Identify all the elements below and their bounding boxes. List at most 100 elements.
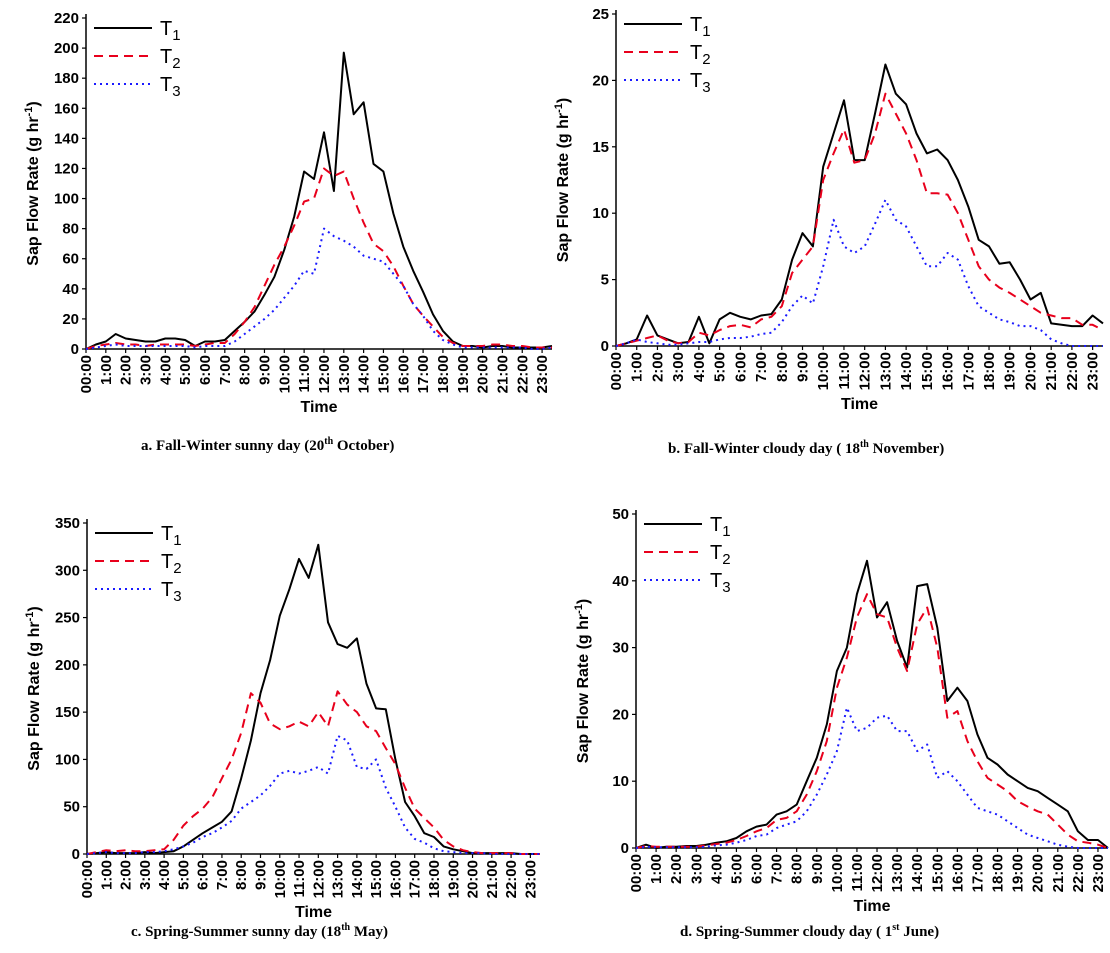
y-axis-title: Sap Flow Rate (g hr-1) bbox=[573, 599, 592, 763]
x-tick-label: 13:00 bbox=[877, 352, 894, 390]
legend-label-t1: T1 bbox=[710, 514, 731, 540]
x-tick-label: 20:00 bbox=[1030, 854, 1047, 892]
legend-label-t2: T2 bbox=[690, 42, 711, 68]
x-tick-label: 7:00 bbox=[214, 860, 231, 890]
series-line-t2 bbox=[635, 593, 1109, 849]
x-tick-label: 11:00 bbox=[291, 860, 308, 898]
y-tick-label: 200 bbox=[55, 657, 80, 674]
chart-c: 0 50 100 150 200 250 300 350 00:00 1:00 2:00 3:00 4:… bbox=[24, 515, 540, 921]
x-tick-label: 17:00 bbox=[960, 352, 977, 390]
x-tick-label: 2:00 bbox=[118, 355, 135, 385]
x-tick-label: 18:00 bbox=[435, 355, 452, 393]
x-tick-label: 12:00 bbox=[310, 860, 327, 898]
series-line-t3 bbox=[85, 227, 553, 350]
x-tick-label: 1:00 bbox=[648, 854, 665, 884]
x-tick-label: 13:00 bbox=[330, 860, 347, 898]
x-tick-label: 00:00 bbox=[78, 355, 95, 393]
x-tick-label: 00:00 bbox=[608, 352, 625, 390]
y-tick-label: 160 bbox=[54, 100, 79, 117]
x-tick-label: 16:00 bbox=[395, 355, 412, 393]
series-line-t3 bbox=[615, 198, 1103, 347]
x-tick-label: 16:00 bbox=[949, 854, 966, 892]
y-tick-label: 250 bbox=[55, 610, 80, 627]
x-tick-label: 15:00 bbox=[375, 355, 392, 393]
x-tick-label: 3:00 bbox=[137, 355, 154, 385]
y-tick-label: 80 bbox=[62, 221, 79, 238]
x-tick-label: 17:00 bbox=[969, 854, 986, 892]
chart-panel-c: 0 50 100 150 200 250 300 350 00:00 1:00 2:00 3:00 4:… bbox=[0, 500, 560, 921]
x-tick-label: 3:00 bbox=[137, 860, 154, 890]
x-tick-label: 11:00 bbox=[296, 355, 313, 393]
x-tick-label: 5:00 bbox=[712, 352, 729, 382]
y-tick-label: 60 bbox=[62, 251, 79, 268]
y-tick-label: 150 bbox=[55, 704, 80, 721]
x-tick-label: 9:00 bbox=[256, 355, 273, 385]
y-tick-label: 40 bbox=[612, 573, 629, 590]
x-tick-label: 17:00 bbox=[415, 355, 432, 393]
y-tick-label: 30 bbox=[612, 640, 629, 657]
x-tick-label: 19:00 bbox=[445, 860, 462, 898]
x-tick-label: 4:00 bbox=[708, 854, 725, 884]
y-tick-label: 25 bbox=[592, 6, 609, 23]
legend-label-t3: T3 bbox=[690, 70, 711, 96]
legend-label-t3: T3 bbox=[160, 74, 181, 100]
x-axis-title: Time bbox=[300, 399, 337, 416]
y-tick-label: 0 bbox=[71, 341, 79, 358]
x-tick-label: 17:00 bbox=[407, 860, 424, 898]
chart-d: 0 10 20 30 40 50 00:00 1:00 2:00 3:00 4:00 5:00 6:00… bbox=[573, 506, 1109, 915]
y-tick-label: 20 bbox=[592, 72, 609, 89]
x-tick-label: 21:00 bbox=[484, 860, 501, 898]
x-tick-label: 22:00 bbox=[503, 860, 520, 898]
chart-panel-b: 0 5 10 15 20 25 00:00 1:00 2:00 3:00 4:00 5:00 6:00 7… bbox=[553, 0, 1110, 425]
y-tick-label: 0 bbox=[601, 338, 609, 355]
x-axis-title: Time bbox=[841, 396, 878, 413]
x-tick-label: 16:00 bbox=[387, 860, 404, 898]
y-tick-label: 200 bbox=[54, 40, 79, 57]
x-tick-label: 16:00 bbox=[940, 352, 957, 390]
series-line-t3 bbox=[635, 706, 1108, 849]
x-tick-label: 14:00 bbox=[349, 860, 366, 898]
y-tick-label: 100 bbox=[54, 191, 79, 208]
legend-label-t3: T3 bbox=[710, 570, 731, 596]
x-tick-label: 22:00 bbox=[514, 355, 531, 393]
y-tick-label: 50 bbox=[63, 799, 80, 816]
caption-c: c. Spring-Summer sunny day (18th May) bbox=[131, 922, 388, 940]
series-line-t1 bbox=[86, 543, 540, 855]
y-tick-label: 15 bbox=[592, 139, 609, 156]
x-tick-label: 2:00 bbox=[649, 352, 666, 382]
caption-a: a. Fall-Winter sunny day (20th October) bbox=[141, 436, 395, 454]
x-tick-label: 6:00 bbox=[732, 352, 749, 382]
x-tick-label: 21:00 bbox=[1050, 854, 1067, 892]
series-line-t2 bbox=[85, 167, 552, 350]
x-tick-label: 4:00 bbox=[691, 352, 708, 382]
x-tick-label: 13:00 bbox=[336, 355, 353, 393]
y-tick-label: 0 bbox=[621, 840, 629, 857]
chart-b: 0 5 10 15 20 25 00:00 1:00 2:00 3:00 4:00 5:00 6:00 7… bbox=[553, 6, 1104, 413]
x-tick-label: 6:00 bbox=[195, 860, 212, 890]
x-tick-label: 8:00 bbox=[237, 355, 254, 385]
series-line-t1 bbox=[85, 51, 553, 350]
x-tick-label: 12:00 bbox=[857, 352, 874, 390]
series-line-t2 bbox=[86, 690, 540, 855]
series-line-t3 bbox=[86, 734, 540, 855]
x-tick-label: 6:00 bbox=[197, 355, 214, 385]
x-tick-label: 20:00 bbox=[465, 860, 482, 898]
y-axis-title: Sap Flow Rate (g hr-1) bbox=[23, 101, 42, 265]
x-tick-label: 7:00 bbox=[769, 854, 786, 884]
x-tick-label: 14:00 bbox=[909, 854, 926, 892]
y-tick-label: 10 bbox=[612, 773, 629, 790]
series-line-t1 bbox=[635, 559, 1109, 849]
x-tick-label: 21:00 bbox=[494, 355, 511, 393]
x-tick-label: 18:00 bbox=[981, 352, 998, 390]
x-tick-label: 11:00 bbox=[836, 352, 853, 390]
x-tick-label: 23:00 bbox=[534, 355, 551, 393]
y-tick-label: 100 bbox=[55, 751, 80, 768]
x-tick-label: 9:00 bbox=[252, 860, 269, 890]
x-tick-label: 13:00 bbox=[889, 854, 906, 892]
x-tick-label: 22:00 bbox=[1064, 352, 1081, 390]
y-tick-label: 10 bbox=[592, 205, 609, 222]
x-tick-label: 4:00 bbox=[156, 860, 173, 890]
chart-panel-d: 0 10 20 30 40 50 00:00 1:00 2:00 3:00 4:00 5:00 6:00… bbox=[555, 500, 1110, 920]
x-tick-label: 14:00 bbox=[356, 355, 373, 393]
x-axis-title: Time bbox=[853, 898, 890, 915]
